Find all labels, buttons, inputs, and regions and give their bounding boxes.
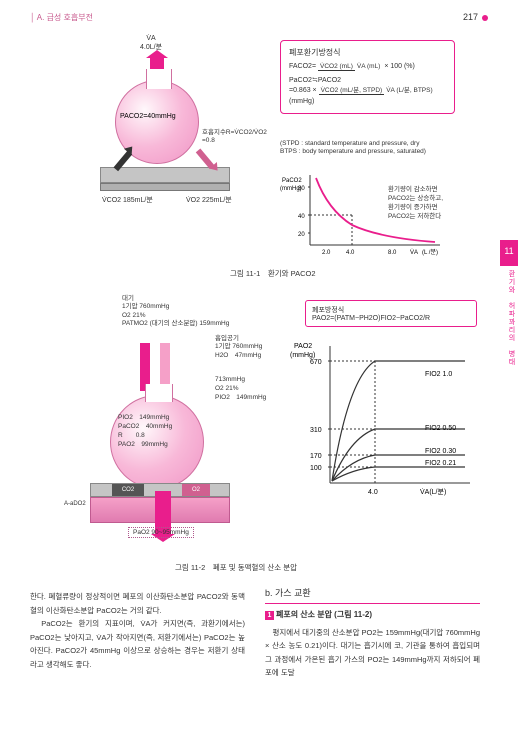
svg-text:V̇A: V̇A [410,249,418,256]
subsection-1-heading: 1폐포의 산소 분압 (그림 11-2) [265,608,480,622]
svg-text:4.0: 4.0 [368,489,378,496]
fig1-equation-box: 폐포환기방정식 FACO2= V̇CO2 (mL)V̇A (mL) × 100 … [280,40,455,114]
chart1-annotation: 환기량이 감소하면 PACO2는 상승하고, 환기량이 증가하면 PACO2는 … [388,185,468,221]
fig2-pao2-bottom: PaO2 90~95mmHg [128,527,194,538]
svg-text:V̇A(L/분): V̇A(L/분) [420,488,446,496]
fig2-caption: 그림 11-2 폐포 및 동맥혈의 산소 분압 [175,562,297,573]
chapter-side-label: 환기와 허파꽈리의 병태 [502,270,516,366]
svg-text:310: 310 [310,427,322,434]
svg-text:FIO2 0.21: FIO2 0.21 [425,460,456,467]
eqbox1-title: 폐포환기방정식 [289,47,446,59]
chart1-ylabel: PaCO2 [282,178,302,184]
svg-text:FIO2 1.0: FIO2 1.0 [425,371,452,378]
page-number: 217 [463,12,488,22]
bullet-marker-icon: 1 [265,611,274,620]
fig2-right-values: 713mmHg O2 21% PIO2 149mmHg [215,375,266,402]
fig1-paco2-label: PACO2=40mmHg [120,113,176,120]
fig2-equation-box: 폐포방정식 PAO2=(PATM−PH2O)FIO2−PaCO2/R [305,300,477,327]
fig2-o2-box: O2 [182,484,210,496]
svg-text:20: 20 [298,232,305,238]
svg-text:(mmHg): (mmHg) [290,352,315,359]
fig2-circle-values: PIO2 149mmHg PaCO2 40mmHg R 0.8 PAO2 99m… [118,413,172,449]
chapter-tab: 11 [500,240,518,266]
svg-text:PAO2: PAO2 [294,343,312,350]
chart-pao2-vs-va: PAO2 (mmHg) 670 310 170 100 FIO2 1.0 FIO… [290,338,480,503]
fig1-vco2-label: V̇CO2 185mL/분 [102,195,153,205]
fig1-caption: 그림 11-1 환기와 PACO2 [230,268,316,279]
fig2-co2-box: CO2 [112,484,144,496]
svg-text:80: 80 [298,186,305,192]
fig1-rq-label: 호흡지수R=V̇CO2/V̇O2 =0.8 [202,129,267,145]
svg-text:FIO2 0.50: FIO2 0.50 [425,425,456,432]
right-para-1: 평지에서 대기중의 산소분압 PO2는 159mmHg(대기압 760mmHg … [265,626,480,680]
svg-text:670: 670 [310,359,322,366]
svg-text:8.0: 8.0 [388,250,397,256]
fig2-aado2-label: A-aDO2 [64,501,86,507]
header-section-label: │ A. 급성 호흡부전 [30,12,93,23]
eqbox1-eq3: =0.863 × V̇CO2 (mL/분, STPD)V̇A (L/분, BTP… [289,86,446,107]
svg-text:40: 40 [298,214,305,220]
eqbox1-eq2: PaCO2≒PACO2 [289,76,446,87]
eqbox1-eq1: FACO2= V̇CO2 (mL)V̇A (mL) × 100 (%) [289,62,446,73]
svg-text:2.0: 2.0 [322,250,331,256]
body-column-left: 한다. 폐혈류량이 정상적이면 폐포의 이산화탄소분압 PACO2와 동맥혈의 … [30,590,245,671]
page-dot-icon [482,15,488,21]
svg-text:4.0: 4.0 [346,250,355,256]
svg-text:170: 170 [310,453,322,460]
eqbox2-title: 폐포방정식 [312,305,470,315]
fig2-inhaled-label: 흡입공기 1기압 760mmHg H2O 47mmHg [215,335,262,360]
eqbox2-eq: PAO2=(PATM−PH2O)FIO2−PaCO2/R [312,315,470,322]
svg-text:(L /분): (L /분) [422,249,438,256]
stpd-btps-note: (STPD : standard temperature and pressur… [280,140,480,157]
figure-2: 대기 1기압 760mmHg O2 21% PATMO2 (대기의 산소분압) … [60,295,310,555]
svg-text:FIO2 0.30: FIO2 0.30 [425,448,456,455]
fig1-capillary-slab-2 [100,183,230,191]
body-column-right: b. 가스 교환 1폐포의 산소 분압 (그림 11-2) 평지에서 대기중의 … [265,585,480,680]
section-b-heading: b. 가스 교환 [265,585,480,604]
left-para-2: PaCO2는 환기의 지표이며, V̇A가 커지면(즉, 과환기에서는) PaC… [30,617,245,671]
svg-text:100: 100 [310,465,322,472]
fig2-air-label: 대기 1기압 760mmHg O2 21% PATMO2 (대기의 산소분압) … [122,295,229,329]
left-para-1: 한다. 폐혈류량이 정상적이면 폐포의 이산화탄소분압 PACO2와 동맥혈의 … [30,590,245,617]
fig1-vo2-label: V̇O2 225mL/분 [186,195,232,205]
